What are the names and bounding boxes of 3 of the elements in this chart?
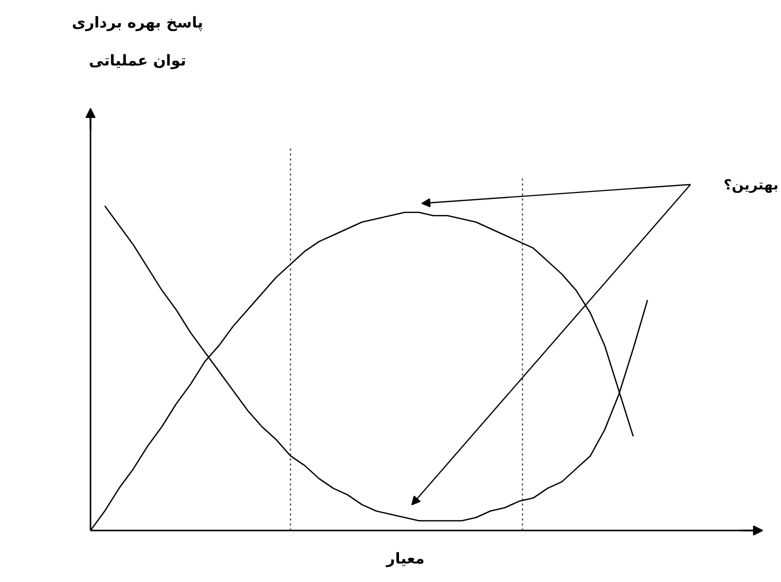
x-axis-title: معیار	[385, 550, 425, 568]
text: پاسخ بهره برداری توان عملیاتی	[72, 14, 204, 70]
text: بهترین؟	[724, 178, 779, 194]
